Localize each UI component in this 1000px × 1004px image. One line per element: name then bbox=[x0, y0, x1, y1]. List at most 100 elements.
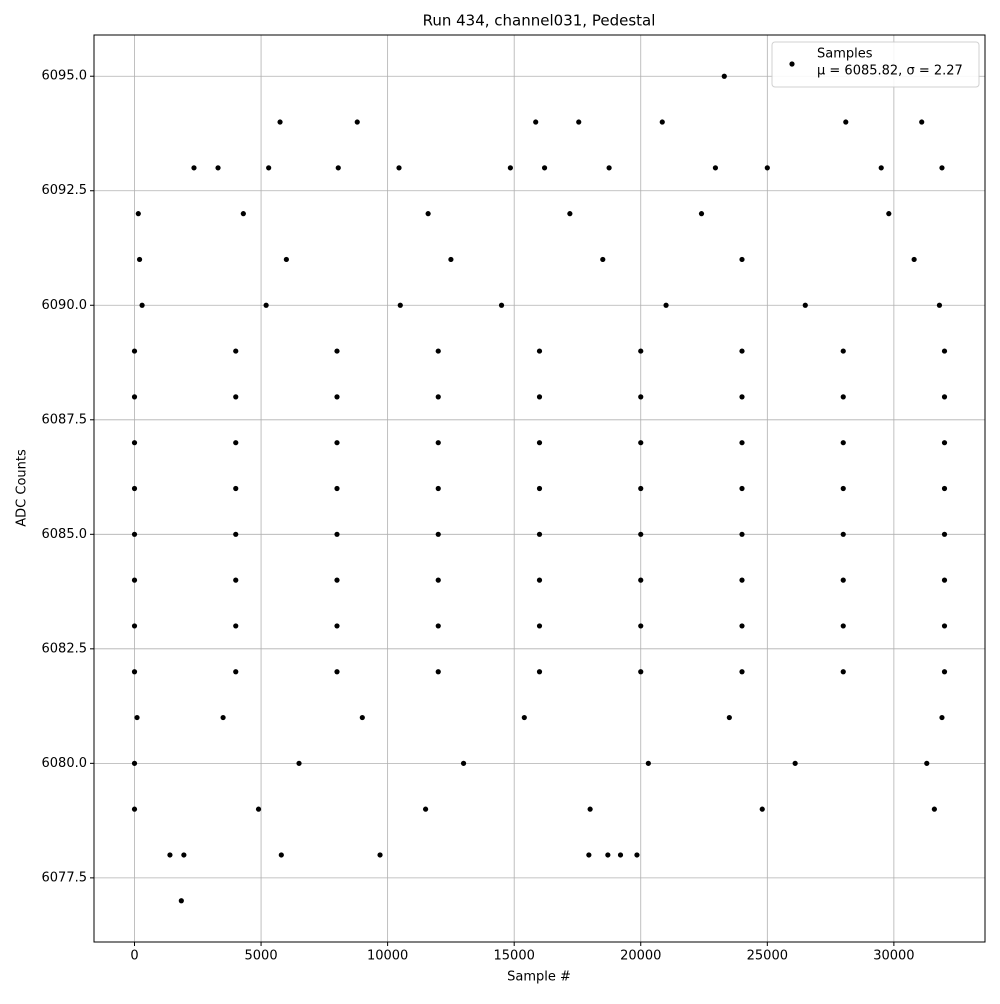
x-tick-label: 25000 bbox=[747, 949, 788, 964]
data-point bbox=[354, 119, 360, 125]
data-point bbox=[334, 577, 340, 583]
data-point bbox=[764, 165, 770, 171]
data-point bbox=[263, 302, 269, 308]
x-tick-label: 10000 bbox=[367, 949, 408, 964]
data-point bbox=[840, 440, 846, 446]
data-point bbox=[335, 165, 341, 171]
data-point bbox=[939, 165, 945, 171]
data-point bbox=[638, 440, 644, 446]
data-point bbox=[334, 394, 340, 400]
data-point bbox=[936, 302, 943, 308]
data-point bbox=[919, 119, 925, 125]
data-point bbox=[507, 165, 513, 171]
y-tick-label: 6092.5 bbox=[42, 183, 88, 198]
data-point bbox=[334, 440, 340, 446]
data-point bbox=[422, 806, 429, 812]
y-tick-label: 6087.5 bbox=[42, 412, 88, 427]
data-point bbox=[435, 577, 441, 583]
x-axis-label: Sample # bbox=[507, 970, 571, 985]
data-point bbox=[567, 211, 573, 217]
data-point bbox=[663, 302, 669, 308]
data-point bbox=[638, 348, 644, 354]
chart-title: Run 434, channel031, Pedestal bbox=[423, 12, 656, 30]
data-point bbox=[334, 669, 340, 675]
data-point bbox=[533, 119, 539, 125]
data-point bbox=[131, 760, 138, 766]
data-point bbox=[739, 531, 745, 537]
y-tick-label: 6080.0 bbox=[42, 756, 88, 771]
data-point bbox=[536, 348, 543, 354]
data-point bbox=[521, 714, 527, 721]
data-point bbox=[460, 760, 467, 766]
data-point bbox=[941, 577, 948, 583]
data-point bbox=[131, 485, 138, 492]
data-point bbox=[536, 485, 543, 492]
data-point bbox=[233, 623, 239, 629]
data-point bbox=[131, 348, 138, 354]
data-point bbox=[435, 348, 441, 354]
data-point bbox=[941, 485, 948, 492]
data-point bbox=[941, 531, 948, 537]
legend-box bbox=[771, 41, 980, 88]
data-point bbox=[536, 531, 543, 537]
data-point bbox=[334, 348, 340, 354]
data-point bbox=[448, 256, 454, 263]
data-point bbox=[397, 302, 403, 308]
data-point bbox=[131, 531, 138, 537]
data-point bbox=[536, 394, 543, 400]
data-point bbox=[536, 669, 543, 675]
y-tick-label: 6090.0 bbox=[42, 298, 88, 313]
data-point bbox=[136, 256, 143, 263]
legend-stats: μ = 6085.82, σ = 2.27 bbox=[817, 64, 963, 79]
data-point bbox=[586, 852, 592, 858]
data-point bbox=[131, 806, 138, 812]
y-tick-label: 6095.0 bbox=[42, 69, 88, 84]
data-point bbox=[634, 852, 640, 858]
data-point bbox=[617, 852, 624, 858]
data-point bbox=[739, 348, 745, 354]
data-point bbox=[638, 485, 644, 492]
x-tick-label: 20000 bbox=[620, 949, 661, 964]
data-point bbox=[840, 577, 846, 583]
data-point bbox=[233, 577, 239, 583]
data-point bbox=[931, 806, 937, 812]
data-point bbox=[941, 623, 948, 629]
data-point bbox=[139, 302, 145, 308]
data-point bbox=[739, 440, 745, 446]
data-point bbox=[659, 119, 665, 125]
data-point bbox=[233, 669, 239, 675]
data-point bbox=[266, 165, 272, 171]
data-point bbox=[334, 485, 340, 492]
data-point bbox=[739, 623, 745, 629]
data-point bbox=[334, 623, 340, 629]
data-point bbox=[739, 256, 745, 263]
data-point bbox=[233, 531, 239, 537]
data-point bbox=[638, 669, 644, 675]
data-point bbox=[606, 165, 612, 171]
data-point bbox=[359, 714, 365, 721]
data-point bbox=[233, 440, 239, 446]
data-point bbox=[792, 760, 798, 766]
data-point bbox=[802, 302, 808, 308]
plot-frame bbox=[93, 34, 986, 943]
y-tick-label: 6085.0 bbox=[42, 527, 88, 542]
data-point bbox=[278, 852, 284, 858]
data-point bbox=[721, 73, 727, 79]
data-point bbox=[435, 531, 441, 537]
data-point bbox=[840, 623, 846, 629]
data-point bbox=[638, 531, 644, 537]
data-point bbox=[191, 165, 197, 171]
data-point bbox=[131, 394, 138, 400]
x-tick-label: 15000 bbox=[494, 949, 535, 964]
data-point bbox=[941, 348, 948, 354]
legend-marker bbox=[789, 61, 795, 67]
y-axis-label: ADC Counts bbox=[15, 449, 30, 527]
data-point bbox=[638, 394, 644, 400]
data-point bbox=[941, 394, 948, 400]
data-point bbox=[396, 165, 402, 171]
data-point bbox=[576, 119, 582, 125]
data-point bbox=[541, 165, 548, 171]
data-point bbox=[435, 669, 441, 675]
data-point bbox=[233, 485, 239, 492]
